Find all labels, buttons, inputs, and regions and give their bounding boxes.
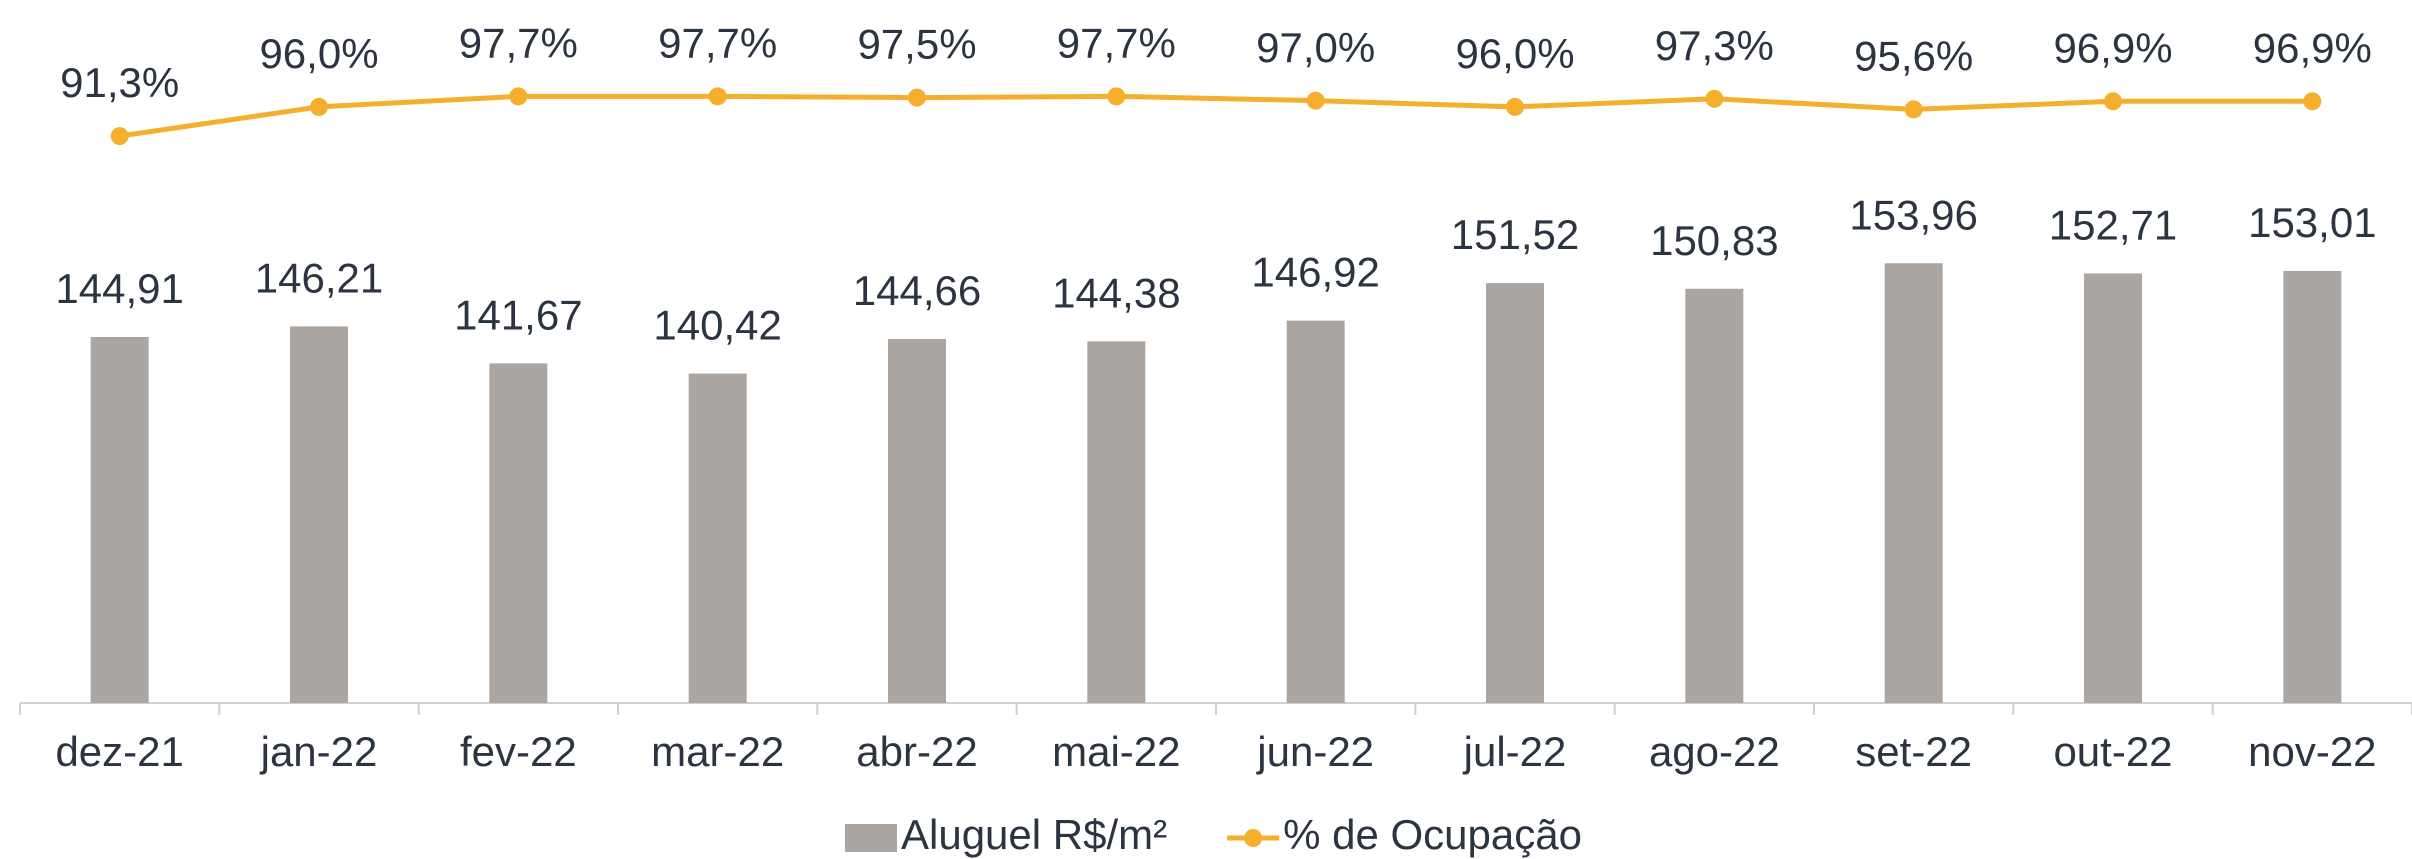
line-value-label: 95,6%: [1854, 32, 1973, 79]
bar-value-label: 144,91: [55, 265, 183, 312]
x-tick-label: jan-22: [259, 728, 378, 775]
x-tick-label: abr-22: [856, 728, 977, 775]
x-tick-label: mar-22: [651, 728, 784, 775]
bar-value-label: 152,71: [2049, 202, 2177, 249]
legend-label: Aluguel R$/m²: [901, 811, 1167, 858]
line-value-label: 97,7%: [1057, 19, 1176, 66]
line-value-label: 96,0%: [1455, 30, 1574, 77]
line-point: [1506, 97, 1524, 116]
line-point: [1904, 100, 1923, 119]
line-point: [2303, 92, 2322, 111]
line-point: [708, 87, 727, 106]
x-tick-label: out-22: [2053, 728, 2172, 775]
bar: [1286, 320, 1345, 703]
line-value-label: 96,9%: [2253, 24, 2372, 71]
legend-label: % de Ocupação: [1283, 811, 1582, 858]
bar-value-label: 146,92: [1251, 249, 1379, 296]
line-value-label: 91,3%: [60, 59, 179, 106]
bar: [489, 363, 548, 703]
line-value-label: 97,7%: [658, 19, 777, 66]
bar-value-label: 140,42: [653, 302, 781, 349]
bar-value-label: 141,67: [454, 291, 582, 338]
line-value-label: 97,7%: [459, 19, 578, 66]
legend-swatch: [845, 824, 897, 852]
x-tick-label: mai-22: [1052, 728, 1180, 775]
bar-value-label: 144,66: [853, 267, 981, 314]
line-value-label: 96,9%: [2053, 24, 2172, 71]
bar: [888, 339, 946, 703]
x-tick-label: dez-21: [55, 728, 183, 775]
line-value-label: 97,0%: [1256, 24, 1375, 71]
x-tick-label: jul-22: [1462, 728, 1567, 775]
line: [119, 93, 2313, 139]
bar-value-label: 153,96: [1849, 191, 1977, 238]
bar-value-label: 151,52: [1451, 211, 1579, 258]
line-value-label: 97,5%: [857, 21, 976, 68]
bar: [290, 326, 348, 703]
x-tick-label: nov-22: [2248, 728, 2376, 775]
line-value-label: 97,3%: [1655, 22, 1774, 69]
line-point: [1107, 87, 1126, 106]
line-value-label: 96,0%: [259, 30, 378, 77]
line-point: [110, 127, 129, 146]
bar-value-label: 144,38: [1052, 269, 1180, 316]
x-tick-label: set-22: [1855, 728, 1972, 775]
bar: [1884, 263, 1943, 703]
bar-value-label: 153,01: [2248, 199, 2376, 246]
bar: [2283, 270, 2342, 703]
bar-value-label: 146,21: [255, 254, 383, 301]
line-point: [1705, 89, 1724, 108]
bar: [90, 336, 149, 703]
line-point: [1306, 91, 1325, 110]
line-point: [310, 97, 328, 116]
bar: [1486, 283, 1544, 703]
line-point: [509, 87, 528, 106]
bar: [688, 373, 747, 703]
bar: [2084, 273, 2142, 703]
line-point: [908, 88, 926, 107]
x-tick-label: fev-22: [460, 728, 577, 775]
bar: [1685, 288, 1744, 703]
legend-swatch-point: [1244, 829, 1263, 847]
x-tick-label: jun-22: [1255, 728, 1374, 775]
x-tick-label: ago-22: [1649, 728, 1780, 775]
line-point: [2104, 92, 2122, 111]
bar-value-label: 150,83: [1650, 217, 1778, 264]
bar: [1087, 341, 1146, 703]
